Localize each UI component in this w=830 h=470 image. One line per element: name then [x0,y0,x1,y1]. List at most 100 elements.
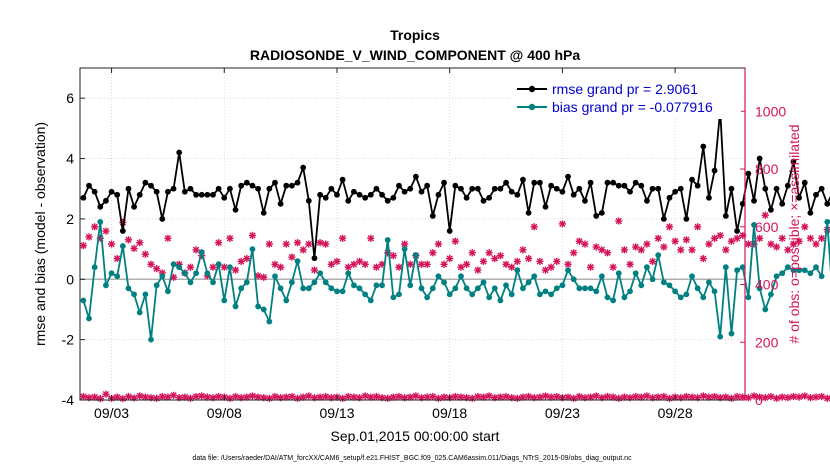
obs-possible-marker-stroke [812,393,820,401]
obs-possible-marker-stroke [480,393,487,401]
obs-assimilated-marker-stroke [147,261,155,268]
obs-assimilated-marker [305,240,313,248]
obs-possible-marker [784,394,792,402]
bias-point [728,330,735,337]
rmse-point [801,179,808,186]
obs-assimilated-marker-stroke [108,240,115,248]
rmse-point [390,194,397,201]
bias-point [756,285,763,292]
bias-point [441,279,447,286]
rmse-point [531,179,538,186]
rmse-point [142,179,149,186]
obs-assimilated-marker [102,227,110,235]
obs-possible-marker [818,392,826,401]
bias-point [204,270,211,277]
obs-assimilated-marker-stroke [474,266,482,274]
obs-assimilated-marker-stroke [683,236,690,243]
obs-possible-marker [434,394,443,402]
obs-assimilated-marker-stroke [142,251,149,258]
obs-assimilated-marker [350,260,358,268]
rmse-point [181,188,188,195]
obs-assimilated-marker [789,240,798,248]
obs-assimilated-marker-stroke [85,233,93,241]
rmse-point [677,185,684,192]
obs-assimilated-marker-stroke [497,252,504,259]
obs-possible-marker [102,390,110,398]
obs-assimilated-marker [592,243,600,251]
obs-assimilated-marker [682,236,690,244]
obs-possible-marker-stroke [322,393,329,400]
bias-point [288,279,295,286]
rmse-point [627,188,633,195]
obs-assimilated-marker [671,237,679,245]
obs-possible-marker-stroke [170,392,177,399]
obs-assimilated-marker-stroke [378,261,386,268]
obs-assimilated-marker-stroke [621,246,628,254]
legend: rmse grand pr = 2.9061 bias grand pr = -… [511,75,741,119]
obs-assimilated-marker-stroke [807,235,814,242]
rmse-point [362,194,369,201]
bias-point [181,270,188,277]
rmse-point [779,200,786,207]
obs-assimilated-marker-stroke [480,258,487,265]
rmse-point [255,185,261,192]
bias-point [762,306,769,313]
obs-assimilated-marker [215,239,223,247]
rmse-point [108,188,115,195]
obs-assimilated-marker-stroke [604,249,611,256]
obs-assimilated-marker-stroke [125,236,132,243]
obs-assimilated-marker-stroke [745,240,752,248]
bias-point [474,285,481,292]
bias-point [435,273,442,280]
rmse-point [345,197,352,204]
obs-possible-series [79,390,830,403]
obs-possible-marker-stroke [745,394,752,401]
obs-assimilated-marker-stroke [705,240,713,248]
obs-assimilated-marker [581,240,589,248]
obs-possible-marker-stroke [192,393,200,400]
obs-assimilated-marker-stroke [429,249,436,256]
rmse-point [86,182,92,189]
obs-possible-marker [169,391,178,399]
bias-point [644,264,650,271]
rmse-point [694,182,701,189]
bias-point [108,270,115,277]
obs-assimilated-marker-stroke [333,258,341,265]
bias-point [796,267,803,274]
obs-assimilated-marker [637,246,645,254]
rmse-point [452,182,459,189]
obs-assimilated-marker [434,240,443,248]
rmse-point [412,173,419,180]
obs-assimilated-marker [293,239,302,247]
obs-assimilated-marker-stroke [102,227,110,235]
obs-possible-marker [637,393,645,401]
obs-possible-marker [665,394,674,402]
obs-possible-marker [767,392,775,401]
obs-possible-marker-stroke [491,394,498,401]
bias-point [553,285,560,292]
rmse-point [272,179,278,186]
rmse-point [615,182,622,189]
obs-assimilated-marker-stroke [237,258,245,265]
obs-assimilated-marker [733,234,741,242]
obs-assimilated-marker [136,239,144,247]
obs-possible-marker-stroke [159,393,166,400]
rmse-point [525,209,532,216]
rmse-point [322,194,329,201]
obs-possible-marker [226,394,234,402]
x-tick-label: 09/18 [432,405,467,421]
rmse-point [593,212,600,219]
bias-point [711,288,718,295]
obs-assimilated-marker [530,223,538,231]
bias-point [362,291,369,298]
rmse-point [660,216,667,222]
obs-assimilated-marker-stroke [130,245,138,252]
obs-possible-marker-stroke [818,393,825,400]
obs-assimilated-marker-stroke [435,240,442,248]
obs-assimilated-marker-stroke [350,261,358,268]
obs-assimilated-marker-stroke [440,261,448,268]
rmse-point [435,191,442,198]
obs-possible-marker-stroke [283,393,290,401]
obs-possible-marker [575,392,583,401]
rmse-point [249,182,256,189]
